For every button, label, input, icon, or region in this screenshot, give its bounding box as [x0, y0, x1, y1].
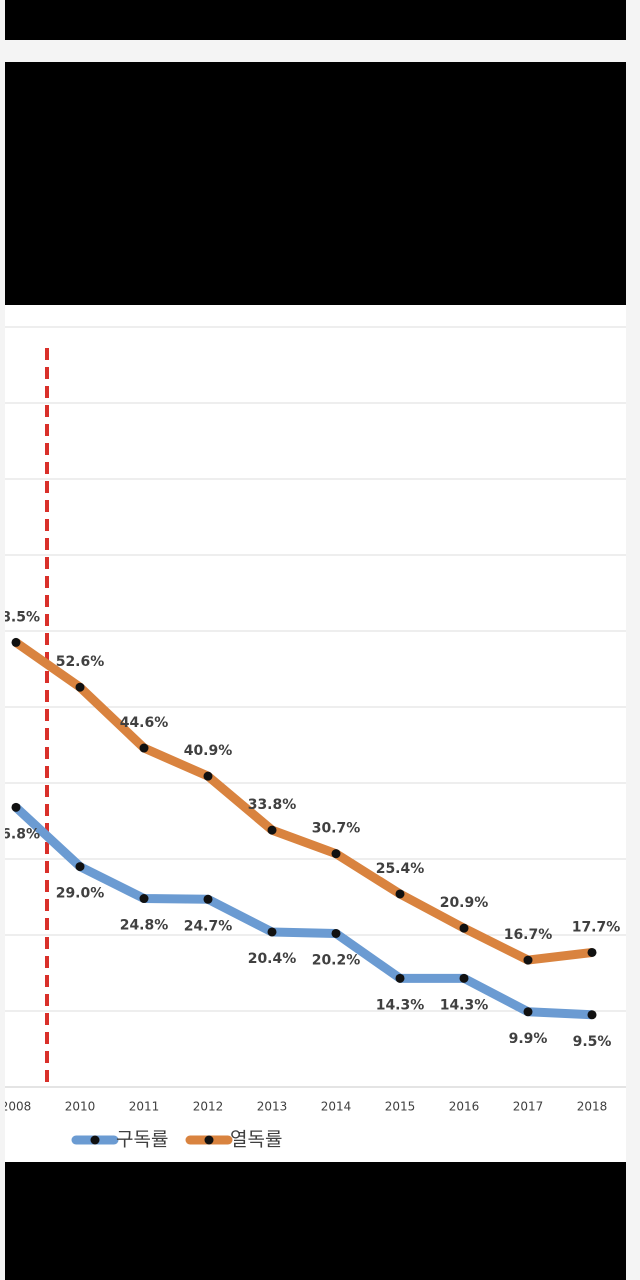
data-point — [395, 889, 405, 899]
x-tick-label: 2010 — [65, 1100, 96, 1114]
data-label: 20.2% — [312, 952, 361, 968]
data-point — [267, 825, 277, 835]
data-point — [459, 923, 469, 933]
data-point — [523, 955, 533, 965]
data-point — [267, 927, 277, 937]
data-point — [139, 894, 149, 904]
data-label: 30.7% — [312, 821, 361, 837]
data-point — [75, 682, 85, 692]
x-tick-label: 2018 — [577, 1100, 608, 1114]
black-panel — [5, 1162, 626, 1280]
legend-dot — [90, 1135, 100, 1145]
x-tick-label: 2014 — [321, 1100, 352, 1114]
x-tick-label: 2017 — [513, 1100, 544, 1114]
series-line — [13, 638, 593, 965]
black-bar — [5, 0, 626, 40]
x-tick-label: 2015 — [385, 1100, 416, 1114]
data-label: 44.6% — [120, 715, 169, 731]
data-label: 20.9% — [440, 895, 489, 911]
data-point — [139, 743, 149, 753]
data-point — [11, 802, 21, 812]
data-label: 16.7% — [504, 927, 553, 943]
data-label: 17.7% — [572, 919, 621, 935]
legend-label: 구독률 — [116, 1129, 168, 1151]
data-point — [331, 849, 341, 859]
data-point — [203, 771, 213, 781]
data-point — [75, 862, 85, 872]
legend: 구독률 열독률 — [71, 1129, 282, 1151]
data-label: 25.4% — [376, 861, 425, 877]
data-label: 36.8% — [0, 826, 40, 842]
data-point — [587, 1010, 597, 1020]
data-point — [395, 973, 405, 983]
black-panel — [5, 62, 626, 305]
x-tick-label: 2011 — [129, 1100, 160, 1114]
chart: 2008 2010 2011 2012 2013 2014 2015 2016 2017 2018… — [0, 326, 626, 1114]
chart-area — [5, 305, 626, 1162]
data-point — [459, 973, 469, 983]
data-point — [523, 1007, 533, 1017]
data-label: 20.4% — [248, 951, 297, 967]
data-label: 14.3% — [376, 997, 425, 1013]
data-label: 33.8% — [248, 797, 297, 813]
data-label: 40.9% — [184, 743, 233, 759]
data-point — [11, 637, 21, 647]
data-point — [587, 947, 597, 957]
data-label: 24.7% — [184, 918, 233, 934]
data-label: 9.5% — [573, 1034, 612, 1050]
data-label: 29.0% — [56, 886, 105, 902]
x-tick-label: 2013 — [257, 1100, 288, 1114]
legend-label: 열독률 — [230, 1129, 282, 1151]
series-line — [12, 804, 593, 1020]
data-label: 58.5% — [0, 609, 40, 625]
data-point — [331, 928, 341, 938]
data-label: 9.9% — [509, 1031, 548, 1047]
x-tick-label: 2016 — [449, 1100, 480, 1114]
data-point — [203, 894, 213, 904]
x-tick-label: 2008 — [1, 1100, 32, 1114]
data-label: 52.6% — [56, 654, 105, 670]
x-tick-label: 2012 — [193, 1100, 224, 1114]
legend-dot — [204, 1135, 214, 1145]
data-label: 24.8% — [120, 918, 169, 934]
data-label: 14.3% — [440, 997, 489, 1013]
